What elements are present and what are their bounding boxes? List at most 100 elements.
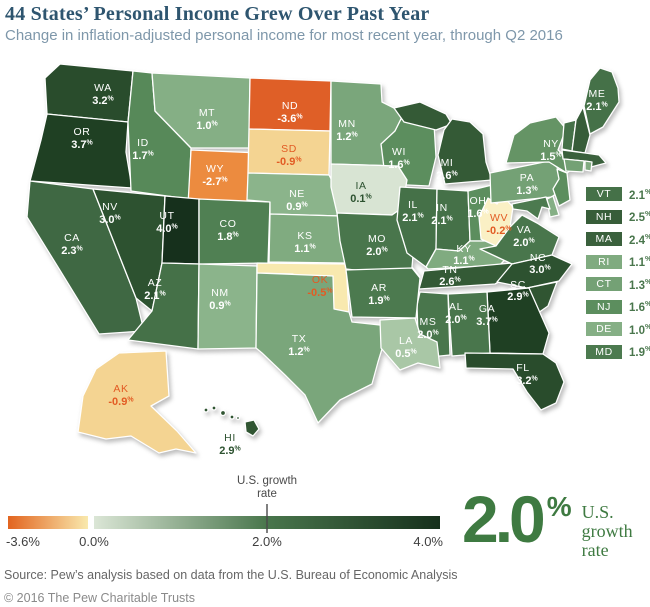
state-me-label: ME — [589, 88, 606, 100]
copyright-note: © 2016 The Pew Charitable Trusts — [4, 591, 196, 605]
us-growth-rate-label: U.S. growth rate — [581, 502, 633, 560]
state-ia — [330, 163, 408, 216]
state-ar — [345, 267, 421, 319]
legend-row-ct: CT 1.3% — [586, 277, 650, 291]
legend-swatch-de: DE — [586, 322, 622, 336]
scale-tick-min: -3.6% — [6, 534, 40, 549]
state-tx — [255, 272, 390, 424]
state-ny-value: 1.5% — [540, 151, 562, 163]
state-ak-label: AK — [113, 383, 128, 395]
state-co-label: CO — [220, 218, 237, 230]
state-sd-label: SD — [281, 143, 297, 155]
state-wy-label: WY — [206, 163, 224, 175]
legend-row-nj: NJ 1.6% — [586, 299, 650, 314]
state-ar-value: 1.9% — [368, 295, 390, 307]
state-nd-value: -3.6% — [277, 113, 303, 125]
color-scale — [8, 504, 440, 533]
state-nh — [571, 106, 591, 154]
state-hi — [244, 419, 260, 437]
state-wi-label: WI — [392, 146, 406, 158]
state-ia-label: IA — [355, 180, 366, 192]
state-ut-label: UT — [159, 210, 174, 222]
state-ne-label: NE — [289, 188, 305, 200]
state-in-label: IN — [436, 202, 448, 214]
state-ar-label: AR — [371, 282, 387, 294]
percent-sign: % — [546, 491, 572, 522]
state-ks-value: 1.1% — [294, 243, 316, 255]
state-mt-label: MT — [199, 107, 215, 119]
state-labels: WA 3.2% OR 3.7% CA 2.3% NV 3.0% ID 1.7% … — [61, 82, 608, 457]
state-ri — [584, 160, 593, 172]
legend-value-de: 1.0% — [629, 322, 650, 337]
state-nv-label: NV — [102, 201, 118, 213]
state-hi-island — [235, 415, 241, 421]
state-az-label: AZ — [148, 277, 163, 289]
state-wv-label: WV — [490, 212, 508, 224]
state-sc-value: 2.9% — [507, 291, 529, 303]
state-mi-label: MI — [441, 157, 454, 169]
state-me-value: 2.1% — [586, 101, 608, 113]
state-ga-label: GA — [479, 303, 495, 315]
state-wv-value: -0.2% — [486, 225, 512, 237]
state-fl — [464, 352, 565, 411]
state-co-value: 1.8% — [217, 231, 239, 243]
state-de — [546, 195, 560, 218]
state-ut-value: 4.0% — [156, 223, 178, 235]
state-la — [379, 317, 441, 371]
state-va-value: 2.0% — [513, 237, 535, 249]
state-fl-value: 3.2% — [516, 375, 538, 387]
state-wi-value: 1.6% — [388, 159, 410, 171]
state-mo-label: MO — [368, 233, 386, 245]
legend-row-ma: MA 2.4% — [586, 232, 650, 246]
legend-value-nh: 2.5% — [629, 209, 650, 224]
state-az — [127, 262, 200, 350]
state-ga-value: 3.7% — [476, 316, 498, 328]
state-nm-label: NM — [211, 287, 229, 299]
scale-tick-mid: 2.0% — [252, 534, 282, 549]
legend-value-ct: 1.3% — [629, 277, 650, 292]
state-nc-value: 3.0% — [529, 264, 551, 276]
legend-value-ma: 2.4% — [629, 232, 650, 247]
state-hi-value: 2.9% — [219, 445, 241, 457]
state-az-value: 2.1% — [144, 290, 166, 302]
legend-value-vt: 2.1% — [629, 187, 650, 202]
state-sd-value: -0.9% — [276, 156, 302, 168]
state-oh-label: OH — [470, 195, 487, 207]
us-growth-rate-stat: 2.0 % U.S. growth rate — [462, 482, 633, 560]
state-mt-value: 1.0% — [196, 120, 218, 132]
state-va-label: VA — [517, 224, 531, 236]
legend-swatch-nh: NH — [586, 209, 622, 224]
legend-value-nj: 1.6% — [629, 299, 650, 314]
state-tx-label: TX — [292, 333, 307, 345]
state-hi-island — [211, 405, 217, 411]
state-hi-island — [203, 407, 209, 413]
state-ny — [505, 116, 577, 174]
state-nm-value: 0.9% — [209, 300, 231, 312]
state-ky-label: KY — [456, 243, 471, 255]
legend-row-ri: RI 1.1% — [586, 254, 650, 269]
state-la-label: LA — [399, 335, 413, 347]
state-pa-label: PA — [520, 172, 534, 184]
state-ca-label: CA — [64, 232, 80, 244]
state-nc-label: NC — [530, 252, 546, 264]
us-growth-rate-value: 2.0 — [462, 482, 546, 556]
state-ms-label: MS — [420, 316, 437, 328]
state-ca-value: 2.3% — [61, 245, 83, 257]
state-tn-label: TN — [442, 264, 457, 276]
legend-swatch-md: MD — [586, 344, 622, 359]
source-note: Source: Pew’s analysis based on data fro… — [4, 568, 458, 582]
state-il-label: IL — [408, 199, 418, 211]
state-ok-value: -0.5% — [307, 287, 333, 299]
state-al-label: AL — [449, 301, 463, 313]
state-id-value: 1.7% — [132, 150, 154, 162]
state-ak-value: -0.9% — [108, 396, 134, 408]
legend-row-vt: VT 2.1% — [586, 187, 650, 201]
state-ak — [77, 350, 197, 454]
state-hi-label: HI — [224, 432, 236, 444]
state-la-value: 0.5% — [395, 348, 417, 360]
state-ia-value: 0.1% — [350, 193, 372, 205]
state-hi-island — [229, 414, 235, 420]
state-ct — [563, 158, 585, 173]
state-wa-value: 3.2% — [92, 95, 114, 107]
legend-swatch-vt: VT — [586, 187, 622, 201]
